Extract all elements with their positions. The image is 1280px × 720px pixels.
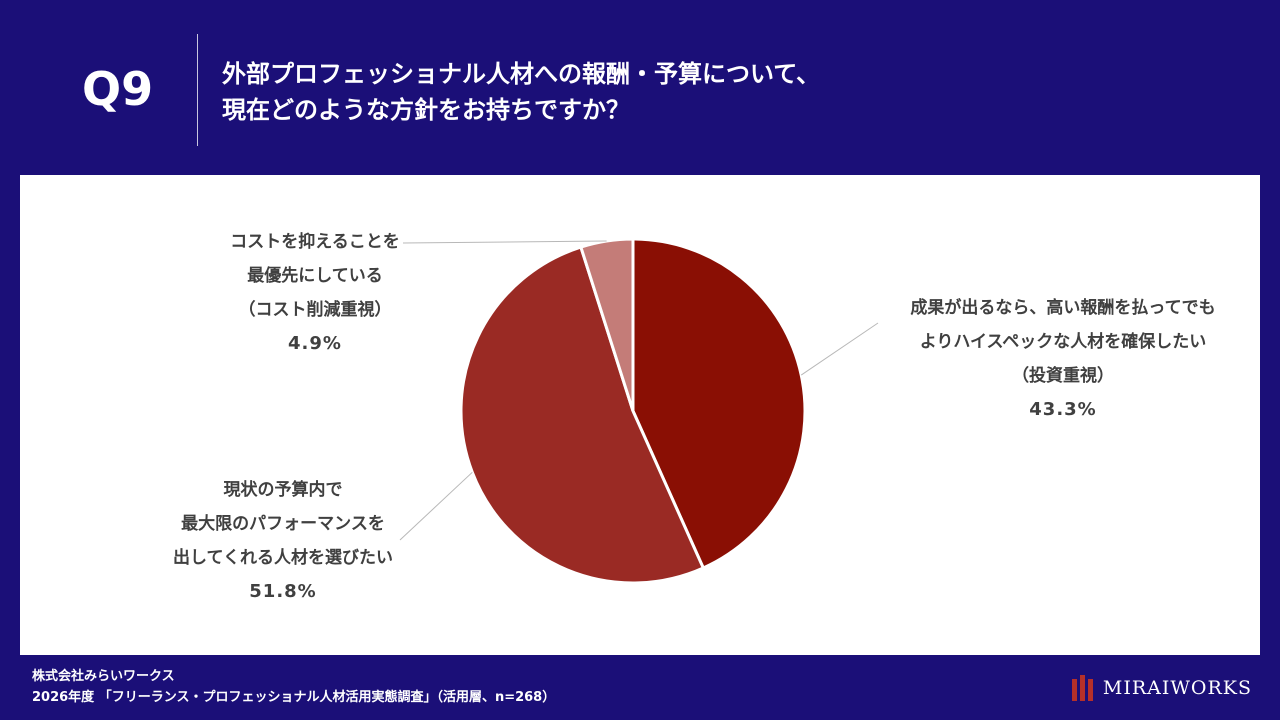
label-line: 最大限のパフォーマンスを (181, 514, 385, 534)
leader-line (800, 322, 879, 376)
pie-slice-budget (459, 245, 706, 585)
label-line: （コスト削減重視） (238, 300, 392, 320)
label-line: 最優先にしている (247, 266, 383, 286)
logo-mark-icon (1071, 675, 1093, 701)
label-line: （投資重視） (1012, 366, 1114, 386)
pie-slice-investment (631, 237, 807, 570)
question-line-2: 現在どのような方針をお持ちですか？ (222, 96, 630, 124)
chart-panel: 成果が出るなら、高い報酬を払ってでも よりハイスペックな人材を確保したい （投資… (20, 175, 1260, 655)
slice-label-budget: 現状の予算内で 最大限のパフォーマンスを 出してくれる人材を選びたい 51.8% (148, 473, 418, 609)
pie-chart (399, 237, 879, 585)
leader-line (399, 471, 473, 541)
pie-slice-cost (578, 237, 635, 412)
miraiworks-logo: MIRAIWORKS (1071, 675, 1252, 701)
leader-line (402, 240, 607, 244)
question-number: Q9 (82, 62, 154, 116)
question-line-1: 外部プロフェッショナル人材への報酬・予算について、 (222, 60, 821, 88)
label-line: よりハイスペックな人材を確保したい (919, 332, 1207, 352)
label-line: 出してくれる人材を選びたい (173, 548, 393, 568)
slice-value-label: 4.9% (288, 333, 342, 354)
source-note: 2026年度 「フリーランス・プロフェッショナル人材活用実態調査」（活用層、n=… (32, 690, 556, 705)
logo-text: MIRAIWORKS (1102, 677, 1252, 699)
question-title: 外部プロフェッショナル人材への報酬・予算について、 現在どのような方針をお持ちで… (222, 56, 820, 128)
header-divider (197, 34, 198, 146)
label-line: コストを抑えることを (230, 232, 400, 252)
label-line: 成果が出るなら、高い報酬を払ってでも (910, 298, 1216, 318)
slice-value-label: 51.8% (249, 581, 317, 602)
slice-label-investment: 成果が出るなら、高い報酬を払ってでも よりハイスペックな人材を確保したい （投資… (878, 291, 1248, 427)
footer: 株式会社みらいワークス 2026年度 「フリーランス・プロフェッショナル人材活用… (32, 666, 555, 708)
label-line: 現状の予算内で (223, 480, 343, 500)
slice-value-label: 43.3% (1029, 399, 1097, 420)
slice-label-cost: コストを抑えることを 最優先にしている （コスト削減重視） 4.9% (200, 225, 430, 361)
company-name: 株式会社みらいワークス (32, 669, 175, 684)
